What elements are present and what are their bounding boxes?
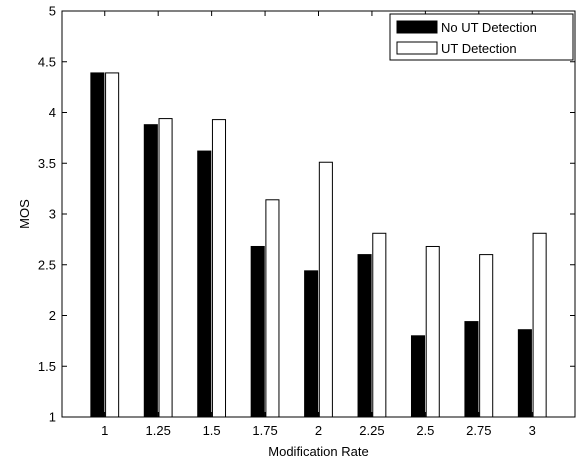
bar-no-ut-detection-2.75 [464, 321, 479, 418]
x-tick-label: 1.5 [203, 423, 221, 438]
y-axis-title: MOS [17, 199, 32, 229]
bar-no-ut-detection-2 [304, 270, 319, 418]
bar-no-ut-detection-1.25 [143, 124, 158, 418]
x-tick-label: 3 [529, 423, 536, 438]
y-tick-label: 4 [49, 105, 56, 120]
y-tick-label: 2 [49, 308, 56, 323]
x-tick-label: 1.75 [252, 423, 277, 438]
bar-ut-detection-1 [105, 72, 120, 418]
bar-no-ut-detection-3 [517, 329, 532, 418]
bar-no-ut-detection-1.75 [250, 245, 265, 418]
legend-label-no-ut-detection: No UT Detection [441, 20, 537, 35]
bar-ut-detection-2 [318, 161, 333, 418]
x-tick-label: 2.25 [359, 423, 384, 438]
legend-swatch-no-ut-detection [396, 20, 438, 34]
bar-ut-detection-2.5 [425, 245, 440, 418]
y-tick-label: 2.5 [38, 257, 56, 272]
x-tick-label: 1.25 [146, 423, 171, 438]
y-tick-label: 1 [49, 410, 56, 425]
legend-label-ut-detection: UT Detection [441, 41, 517, 56]
x-tick-label: 2.75 [466, 423, 491, 438]
legend: No UT Detection UT Detection [389, 13, 574, 61]
bar-no-ut-detection-2.25 [357, 254, 372, 418]
y-tick-label: 1.5 [38, 359, 56, 374]
plot-area [62, 11, 575, 417]
bars-layer [90, 72, 547, 418]
x-tick-label: 1 [101, 423, 108, 438]
plot-frame [62, 11, 575, 417]
bar-ut-detection-1.75 [265, 199, 280, 418]
legend-swatch-ut-detection [396, 41, 438, 55]
bar-ut-detection-3 [532, 232, 547, 418]
bar-ut-detection-1.25 [158, 118, 173, 418]
bar-ut-detection-2.25 [372, 232, 387, 418]
bar-no-ut-detection-2.5 [410, 335, 426, 418]
bar-ut-detection-1.5 [211, 119, 227, 418]
y-tick-label: 5 [49, 4, 56, 19]
y-tick-label: 3.5 [38, 156, 56, 171]
x-tick-label: 2 [315, 423, 322, 438]
x-tick-label: 2.5 [416, 423, 434, 438]
x-axis-title: Modification Rate [268, 444, 368, 459]
x-axis: 1 1.25 1.5 1.75 2 2.25 2.5 2.75 3 [101, 11, 536, 438]
y-tick-label: 3 [49, 207, 56, 222]
bar-no-ut-detection-1.5 [197, 150, 212, 418]
y-tick-label: 4.5 [38, 54, 56, 69]
y-axis: 1 1.5 2 2.5 3 3.5 4 4.5 5 [38, 4, 575, 425]
bar-no-ut-detection-1 [90, 72, 105, 418]
bar-ut-detection-2.75 [479, 254, 494, 418]
